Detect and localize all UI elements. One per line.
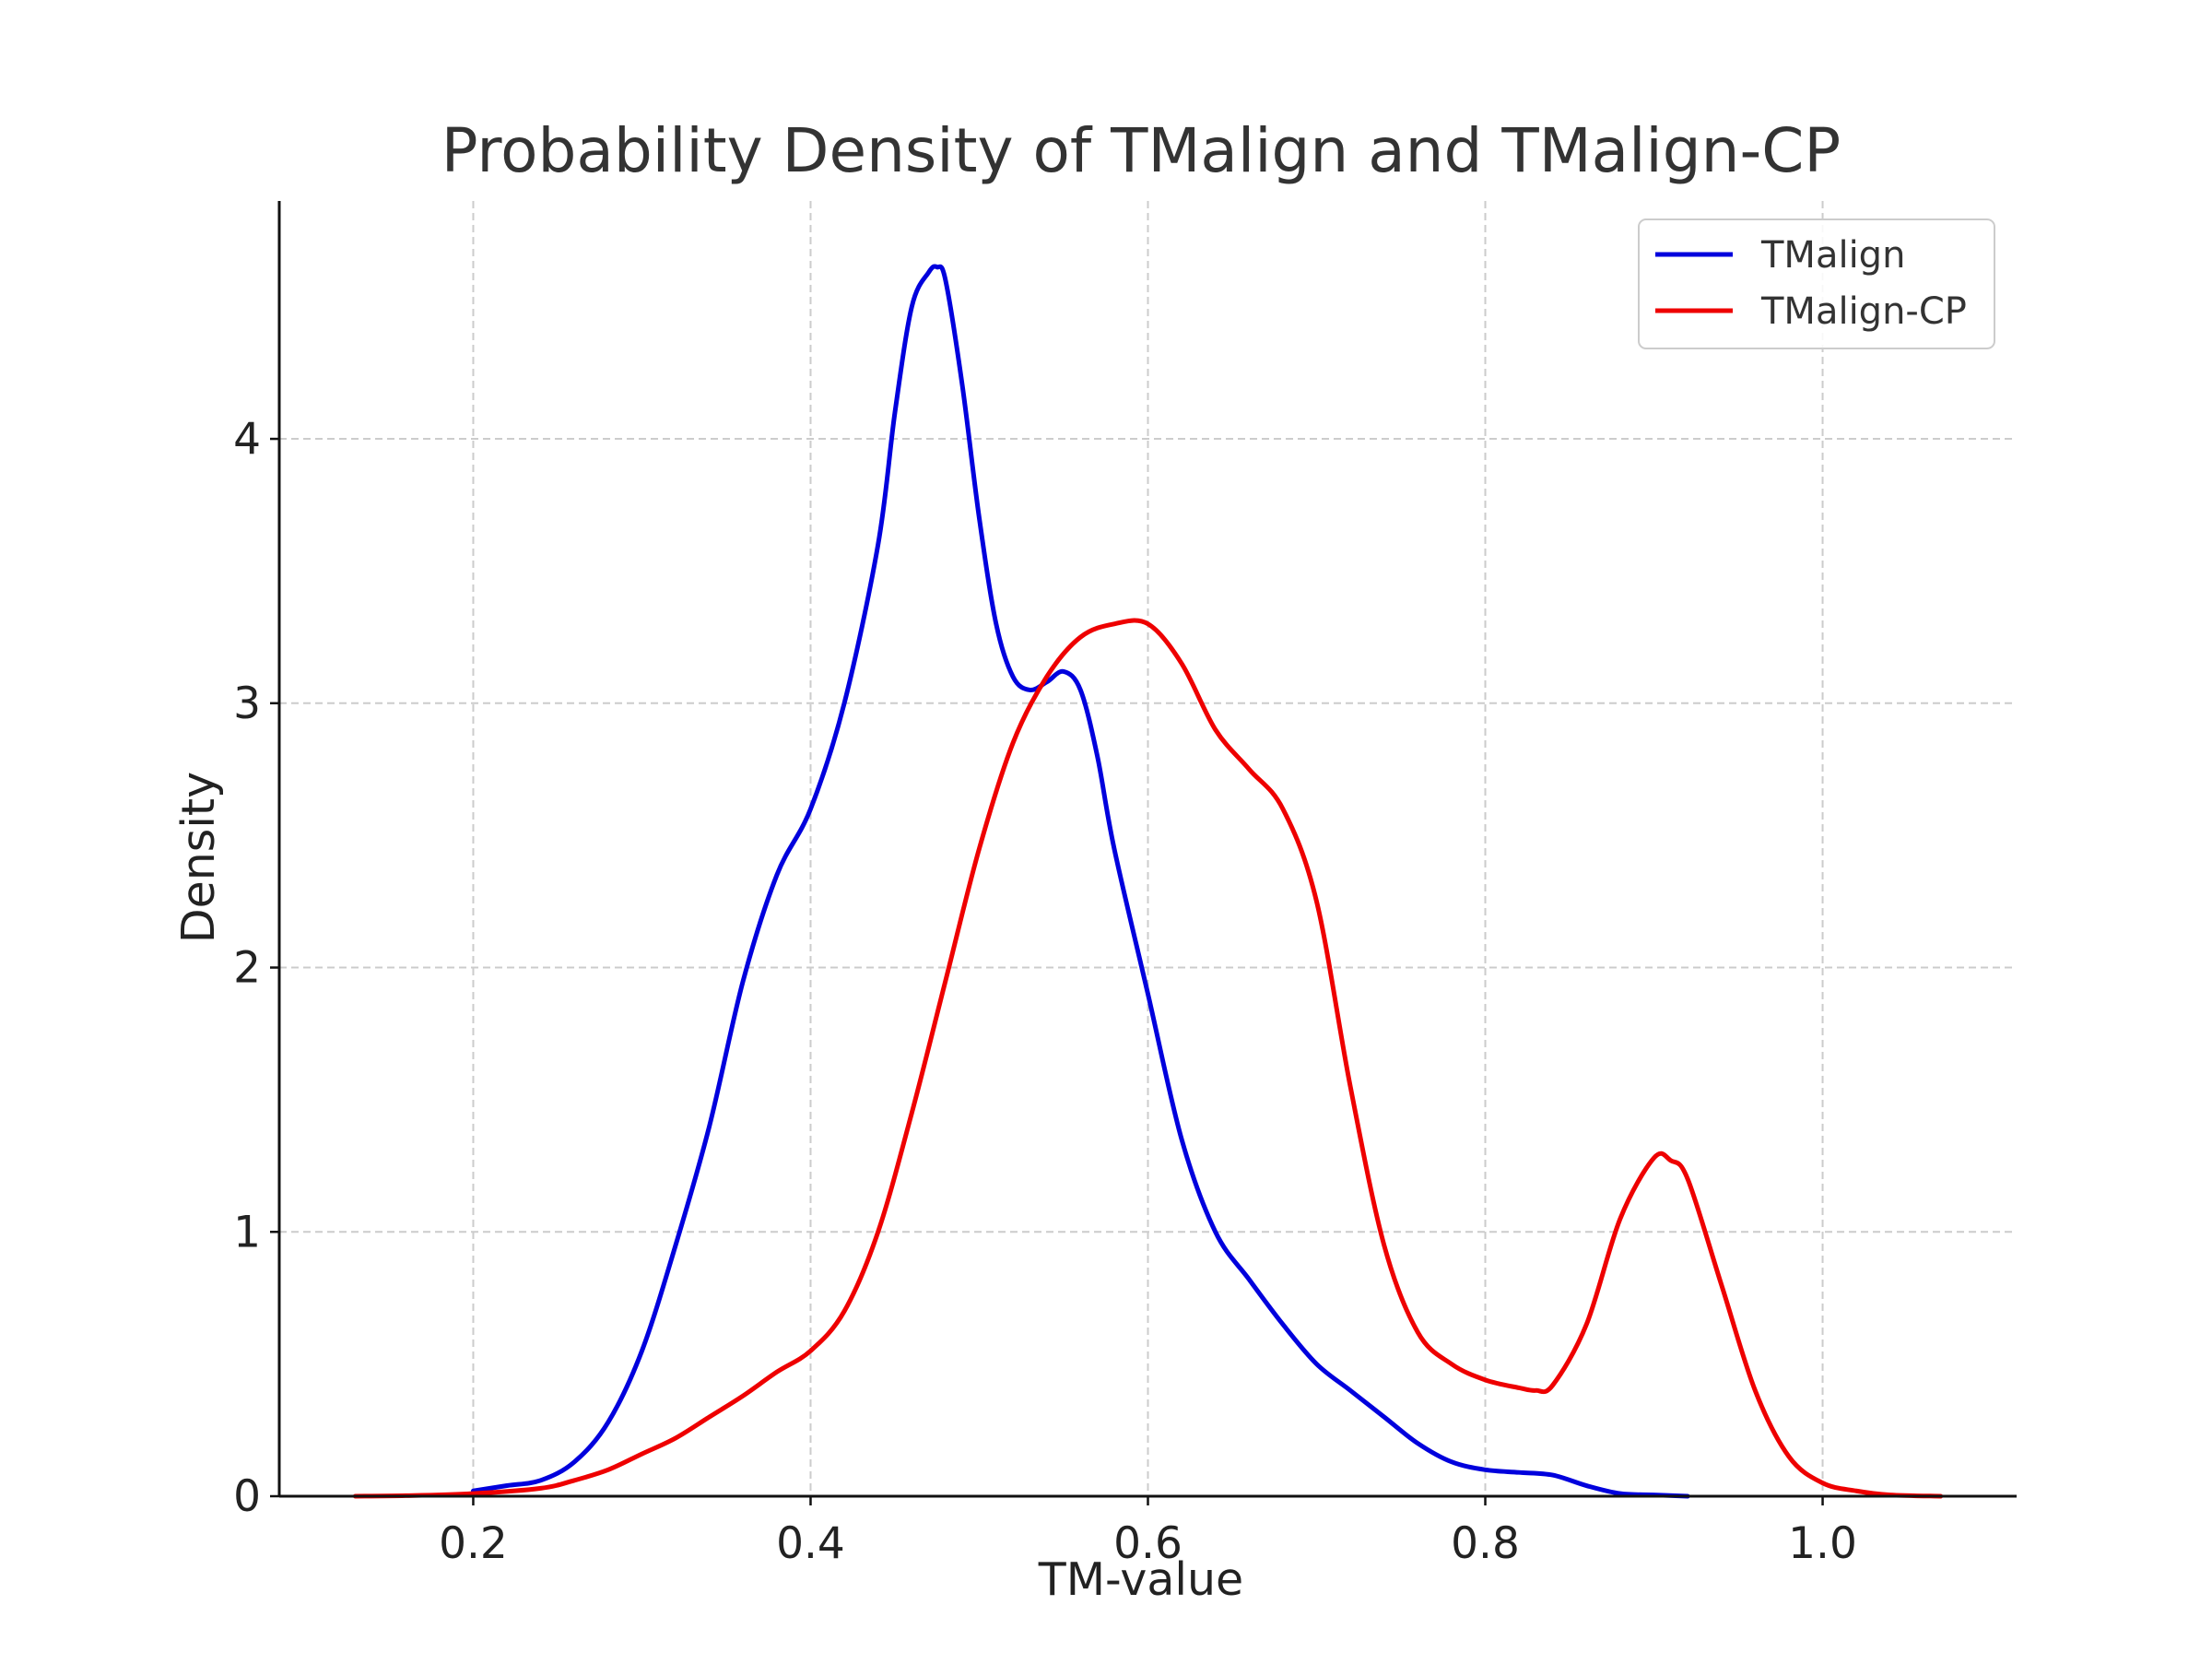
x-tick-label: 0.6 — [1113, 1518, 1182, 1569]
x-tick-label: 0.2 — [439, 1518, 508, 1569]
series-lines — [352, 264, 1944, 1499]
x-tick-label: 0.8 — [1451, 1518, 1520, 1569]
y-tick-label: 4 — [233, 414, 261, 465]
chart-text: Probability Density of TMalign and TMali… — [172, 115, 1841, 1606]
series-line-tmalign-cp — [352, 618, 1944, 1499]
y-axis-label: Density — [172, 772, 225, 943]
y-tick-label: 3 — [233, 679, 261, 729]
y-tick-label: 0 — [233, 1471, 261, 1522]
grid — [279, 201, 2017, 1496]
legend: TMalign TMalign-CP — [1638, 218, 1995, 349]
legend-box — [1638, 218, 1995, 349]
legend-label: TMalign — [1760, 234, 1905, 277]
y-tick-label: 1 — [233, 1207, 261, 1257]
x-tick-label: 0.4 — [776, 1518, 845, 1569]
chart-title: Probability Density of TMalign and TMali… — [441, 115, 1841, 186]
x-tick-label: 1.0 — [1788, 1518, 1857, 1569]
y-tick-label: 2 — [233, 943, 261, 994]
x-axis-label: TM-value — [1038, 1553, 1243, 1606]
series-line-tmalign — [470, 264, 1690, 1499]
axes: 0.2 0.4 0.6 0.8 1.0 0 1 2 3 4 — [233, 201, 2017, 1569]
legend-label: TMalign-CP — [1760, 290, 1967, 333]
